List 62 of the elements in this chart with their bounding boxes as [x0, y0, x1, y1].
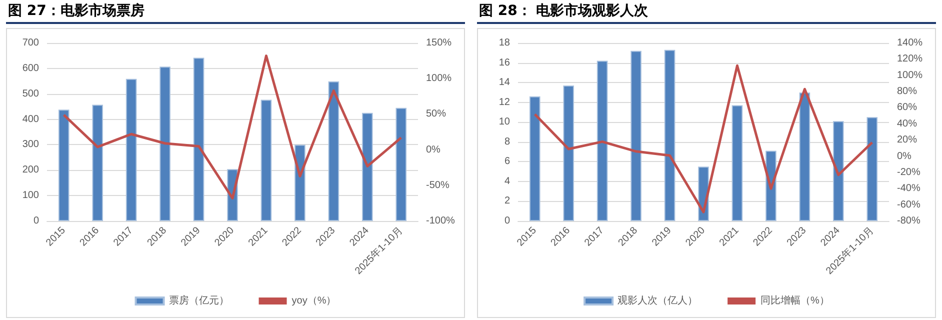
y2-tick-label: -20% — [897, 166, 920, 178]
y2-tick-label: 0% — [426, 144, 441, 156]
y2-tick-label: 100% — [897, 70, 923, 81]
bar — [58, 110, 70, 221]
y-tick-label: 18 — [498, 38, 510, 48]
y2-tick-label: -50% — [426, 180, 450, 191]
y-tick-label: 500 — [22, 88, 40, 100]
y2-tick-label: 150% — [426, 38, 452, 48]
y-tick-label: 100 — [22, 190, 40, 202]
y2-tick-label: 80% — [897, 86, 918, 98]
chart-title: 图 27：电影市场票房 — [6, 0, 465, 24]
legend-label: yoy（%） — [292, 296, 336, 306]
chart-title: 图 28： 电影市场观影人次 — [477, 0, 936, 24]
legend-label: 观影人次（亿人） — [618, 294, 698, 306]
y-tick-label: 8 — [504, 136, 510, 148]
bar — [664, 50, 676, 221]
y2-tick-label: 120% — [897, 54, 923, 65]
line-series — [62, 54, 402, 200]
y2-tick-label: -80% — [897, 216, 920, 226]
y-tick-label: 0 — [504, 216, 510, 226]
y2-tick-label: -40% — [897, 183, 920, 194]
bar — [732, 105, 743, 221]
y-tick-label: 300 — [22, 139, 40, 150]
bar — [799, 92, 810, 221]
legend-label: 票房（亿元） — [168, 294, 229, 306]
bar — [193, 58, 204, 221]
y-tick-label: 2 — [504, 196, 510, 207]
y-tick-label: 700 — [22, 38, 40, 48]
y-tick-label: 14 — [498, 77, 510, 88]
bar — [596, 60, 608, 221]
y2-tick-label: -60% — [897, 199, 920, 210]
line-series — [534, 64, 874, 214]
bar — [126, 78, 137, 221]
bar — [160, 66, 170, 221]
bar — [92, 104, 103, 221]
bar — [396, 108, 407, 221]
y2-tick-label: 0% — [897, 150, 912, 162]
y2-tick-label: 100% — [426, 73, 452, 84]
y2-tick-label: 60% — [897, 102, 918, 114]
bar — [362, 112, 373, 221]
bar — [529, 96, 540, 221]
y-tick-label: 200 — [22, 164, 40, 176]
y2-tick-label: 50% — [426, 108, 446, 120]
y2-tick-label: 20% — [897, 134, 918, 146]
y-tick-label: 16 — [498, 57, 510, 68]
bar — [328, 81, 340, 221]
y-tick-label: 400 — [22, 114, 40, 125]
bar — [866, 117, 878, 221]
y-tick-label: 12 — [498, 96, 510, 108]
y-tick-label: 10 — [498, 116, 510, 128]
y-tick-label: 600 — [22, 62, 40, 74]
y2-tick-label: 40% — [897, 118, 918, 130]
y2-tick-label: 140% — [897, 38, 923, 48]
y2-tick-label: -100% — [426, 216, 456, 226]
y-tick-label: 0 — [33, 216, 40, 226]
bar — [833, 121, 844, 221]
bar — [563, 86, 574, 221]
bar — [630, 50, 642, 221]
bar — [260, 100, 272, 221]
legend-label: 同比增幅（%） — [760, 294, 830, 306]
y-tick-label: 4 — [504, 176, 510, 187]
y-tick-label: 6 — [504, 156, 510, 168]
